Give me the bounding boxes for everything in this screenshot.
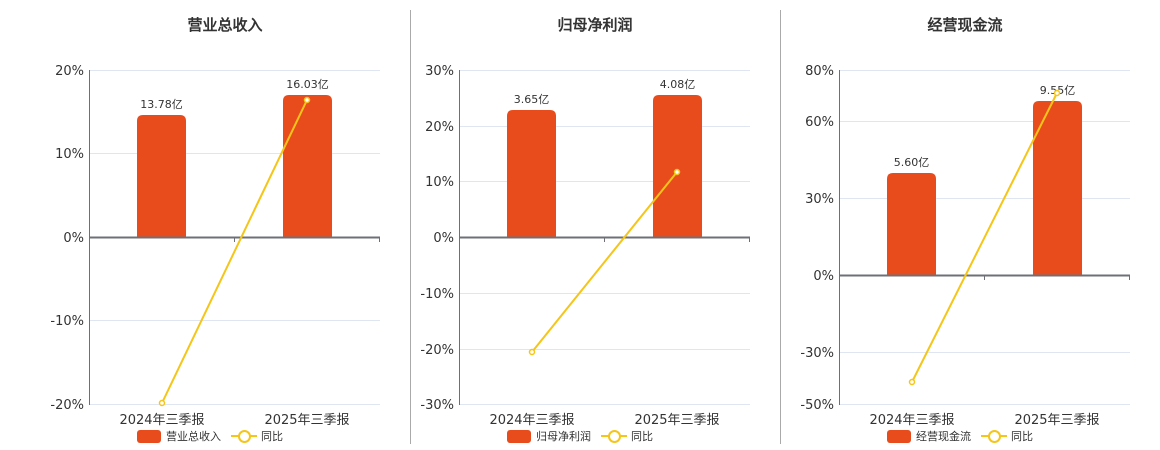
- y-tick: -50%: [800, 398, 834, 413]
- x-tick: 2024年三季报: [489, 413, 574, 428]
- chart-title: 经营现金流: [927, 16, 1003, 34]
- y-tick: 20%: [425, 120, 454, 135]
- bar-value-label: 13.78亿: [140, 98, 183, 111]
- chart-panel-operating-cashflow: 经营现金流: [780, 0, 1150, 450]
- y-tick: -10%: [420, 287, 454, 302]
- legend-line-label[interactable]: 同比: [261, 430, 283, 443]
- chart-title: 营业总收入: [187, 16, 263, 34]
- yoy-point[interactable]: [158, 399, 166, 407]
- chart-legend: 经营现金流 同比: [770, 428, 1150, 444]
- panel-divider: [410, 10, 411, 444]
- bar-value-label: 4.08亿: [660, 78, 696, 91]
- bar-2025[interactable]: [653, 95, 702, 237]
- bar-2024[interactable]: [887, 173, 936, 275]
- bar-value-label: 5.60亿: [894, 156, 930, 169]
- y-tick: 10%: [55, 147, 84, 162]
- yoy-point[interactable]: [528, 348, 536, 356]
- y-tick: 60%: [805, 115, 834, 130]
- bar-2025[interactable]: [1033, 101, 1082, 275]
- line-legend-icon[interactable]: [231, 429, 257, 443]
- y-tick: 10%: [425, 175, 454, 190]
- chart-title: 归母净利润: [557, 16, 633, 34]
- chart-panel-net-profit: 归母净利润: [410, 0, 780, 450]
- yoy-point[interactable]: [673, 168, 681, 176]
- x-tick: 2024年三季报: [119, 413, 204, 428]
- legend-bar-label[interactable]: 经营现金流: [916, 430, 971, 443]
- y-tick: 0%: [433, 231, 454, 246]
- yoy-line: [161, 99, 308, 404]
- yoy-point[interactable]: [1053, 89, 1061, 97]
- bar-legend-swatch-icon[interactable]: [507, 429, 531, 443]
- y-tick: -10%: [50, 314, 84, 329]
- bar-legend-swatch-icon[interactable]: [137, 429, 161, 443]
- yoy-point[interactable]: [303, 96, 311, 104]
- chart-legend: 营业总收入 同比: [20, 428, 400, 444]
- y-tick: 30%: [805, 192, 834, 207]
- y-tick: -30%: [800, 346, 834, 361]
- bar-legend-swatch-icon[interactable]: [887, 429, 911, 443]
- x-tick: 2025年三季报: [634, 413, 719, 428]
- chart-panel-revenue: 营业总收入: [40, 0, 410, 450]
- line-legend-icon[interactable]: [601, 429, 627, 443]
- y-tick: -20%: [50, 398, 84, 413]
- legend-line-label[interactable]: 同比: [631, 430, 653, 443]
- y-tick: 20%: [55, 64, 84, 79]
- yoy-line: [531, 171, 678, 353]
- yoy-line: [911, 92, 1058, 383]
- line-legend-icon[interactable]: [981, 429, 1007, 443]
- y-tick: -30%: [420, 398, 454, 413]
- x-tick: 2025年三季报: [1014, 413, 1099, 428]
- legend-bar-label[interactable]: 营业总收入: [166, 430, 221, 443]
- bar-value-label: 3.65亿: [514, 93, 550, 106]
- y-tick: 80%: [805, 64, 834, 79]
- legend-line-label[interactable]: 同比: [1011, 430, 1033, 443]
- bar-value-label: 16.03亿: [286, 78, 329, 91]
- grid-lines: [89, 70, 380, 405]
- bar-2025[interactable]: [283, 95, 332, 237]
- yoy-point[interactable]: [908, 378, 916, 386]
- x-tick: 2025年三季报: [264, 413, 349, 428]
- bar-2024[interactable]: [137, 115, 186, 237]
- chart-legend: 归母净利润 同比: [390, 428, 770, 444]
- y-tick: 0%: [63, 231, 84, 246]
- panel-divider: [780, 10, 781, 444]
- legend-bar-label[interactable]: 归母净利润: [536, 430, 591, 443]
- y-tick: 0%: [813, 269, 834, 284]
- y-tick: 30%: [425, 64, 454, 79]
- bar-2024[interactable]: [507, 110, 556, 237]
- y-tick: -20%: [420, 343, 454, 358]
- x-tick: 2024年三季报: [869, 413, 954, 428]
